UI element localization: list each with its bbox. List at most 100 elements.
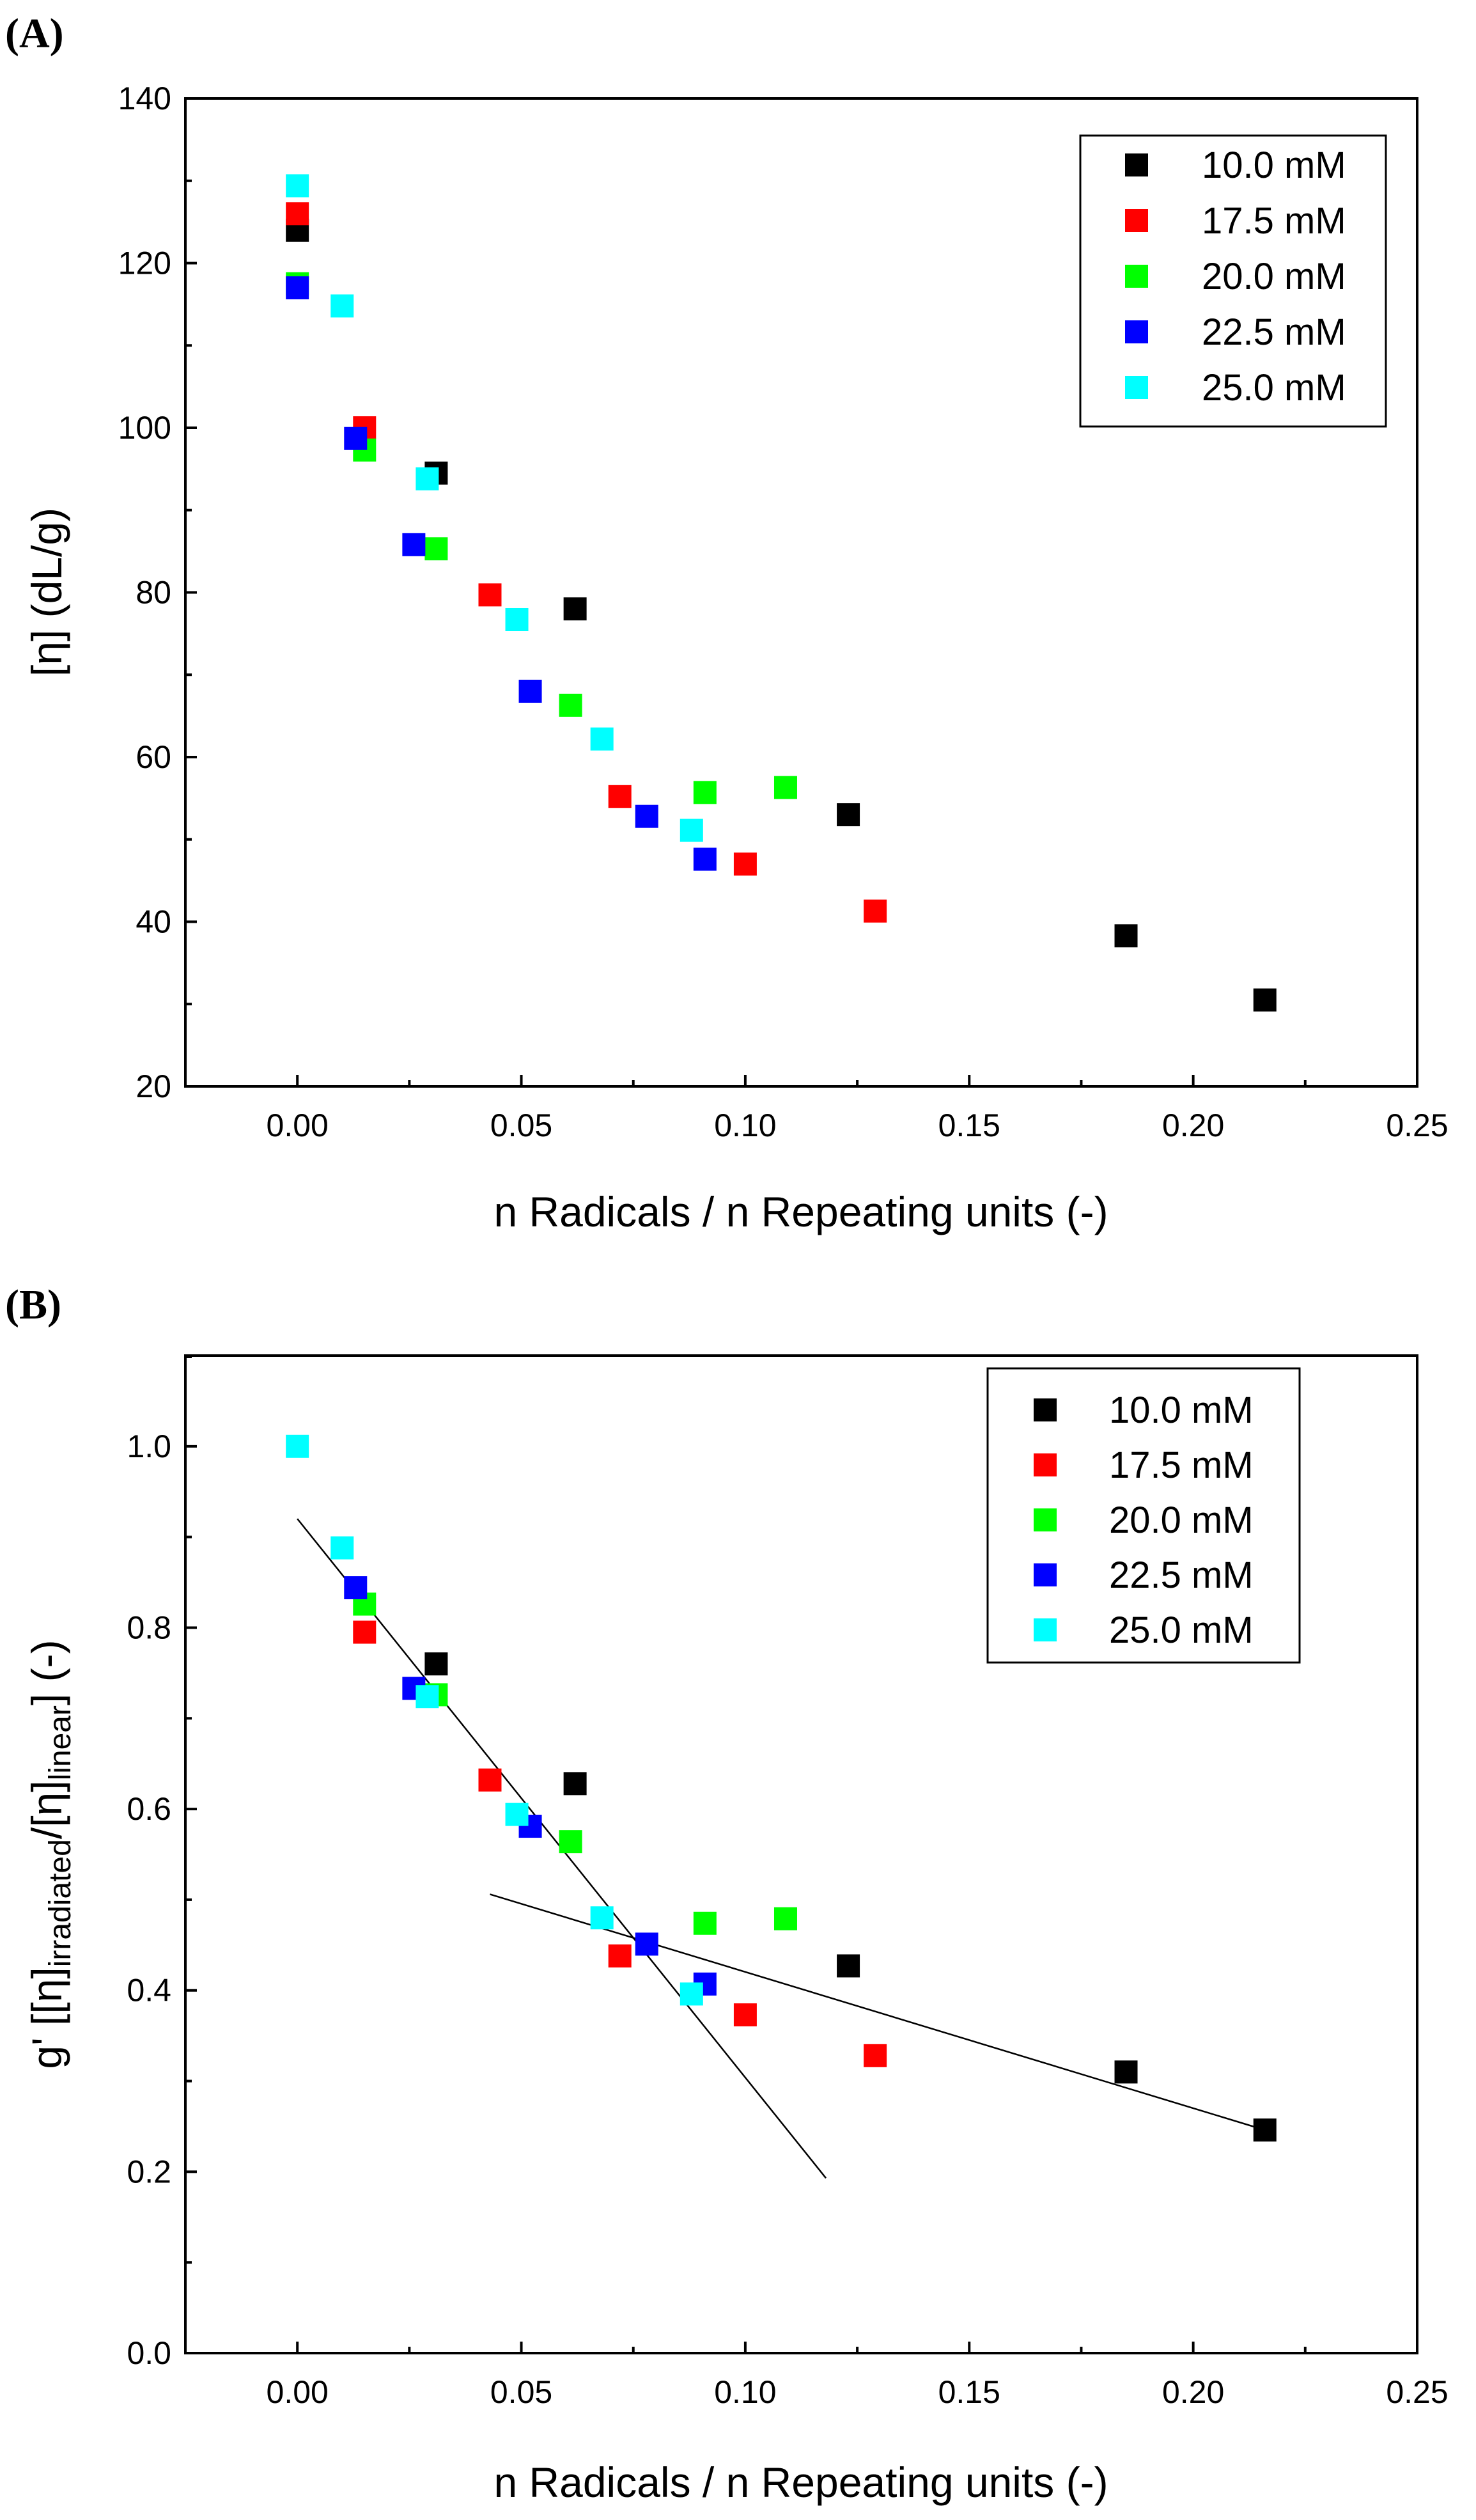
panel-a-legend-label-17-5-mm: 17.5 mM	[1202, 200, 1346, 242]
panel-a-x-tick-label: 0.25	[1386, 1107, 1448, 1143]
panel-b-x-tick-label: 0.15	[938, 2374, 1000, 2410]
panel-a-y-tick-label: 80	[136, 575, 171, 611]
panel-a-legend-marker-17-5-mm	[1125, 209, 1148, 232]
panel-a-point-17-5-mm	[733, 852, 757, 876]
panel-a-x-tick-label: 0.15	[938, 1107, 1000, 1143]
panel-b-y-tick-label: 0.6	[127, 1791, 171, 1827]
panel-b-y-title-sub-linear: linear	[43, 1705, 77, 1780]
panel-a-point-10-0-mm	[1114, 924, 1138, 948]
panel-b-point-10-0-mm	[1253, 2118, 1277, 2142]
panel-a-point-22-5-mm	[635, 804, 658, 828]
panel-b-y-tick-label: 0.2	[127, 2154, 171, 2189]
panel-a-legend-label-22-5-mm: 22.5 mM	[1202, 311, 1346, 353]
panel-a-data-points	[286, 174, 1277, 1012]
panel-a-axes: 0.00 0.05 0.10 0.15 0.20 0.25 20 40 60 80 100 120 14…	[118, 81, 1449, 1143]
panel-b-point-10-0-mm	[424, 1652, 448, 1676]
panel-b-legend-marker-10-0-mm	[1034, 1398, 1057, 1421]
panel-a-y-axis-title: [η] (dL/g)	[23, 508, 70, 677]
panel-b-legend-marker-20-0-mm	[1034, 1508, 1057, 1531]
panel-b-point-10-0-mm	[1114, 2060, 1138, 2084]
panel-b-point-10-0-mm	[837, 1954, 860, 1978]
panel-a-y-tick-label: 120	[118, 246, 171, 281]
panel-a-point-17-5-mm	[864, 899, 887, 923]
panel-a: (A) 0.00 0.05 0.10 0.15 0.20 0.25 20 40 60 80 100 1…	[5, 10, 1449, 1235]
panel-b-point-10-0-mm	[563, 1772, 587, 1796]
panel-b-y-tick-label: 0.4	[127, 1973, 171, 2008]
panel-b-legend-label-20-0-mm: 20.0 mM	[1109, 1499, 1254, 1541]
panel-a-legend-marker-25-0-mm	[1125, 376, 1148, 399]
panel-b-point-17-5-mm	[733, 2003, 757, 2027]
panel-a-point-20-0-mm	[693, 781, 717, 804]
panel-b-y-title-part-1: g' [[η]	[23, 1967, 70, 2069]
panel-a-point-17-5-mm	[286, 202, 309, 226]
panel-a-x-tick-label: 0.00	[267, 1107, 329, 1143]
panel-a-y-tick-label: 20	[136, 1068, 171, 1104]
panel-a-y-tick-label: 140	[118, 81, 171, 116]
panel-b-legend-marker-25-0-mm	[1034, 1618, 1057, 1641]
panel-b-x-tick-label: 0.05	[490, 2374, 552, 2410]
panel-b-legend-label-10-0-mm: 10.0 mM	[1109, 1389, 1254, 1431]
panel-b-y-title-sub-irradiated: irradiated	[43, 1839, 77, 1967]
panel-b-y-title-part-3: ] (-)	[23, 1640, 70, 1705]
panel-a-point-20-0-mm	[424, 537, 448, 561]
panel-b-x-axis-title: n Radicals / n Repeating units (-)	[493, 2459, 1108, 2506]
panel-a-point-22-5-mm	[344, 427, 368, 450]
panel-b-legend-marker-17-5-mm	[1034, 1453, 1057, 1476]
panel-b-y-tick-label: 1.0	[127, 1428, 171, 1464]
panel-b-point-17-5-mm	[864, 2044, 887, 2067]
panel-b-x-tick-label: 0.25	[1386, 2374, 1448, 2410]
panel-b-legend: 10.0 mM 17.5 mM 20.0 mM 22.5 mM 25.0 mM	[986, 1367, 1301, 1664]
panel-a-point-25-0-mm	[680, 818, 703, 842]
panel-b-point-22-5-mm	[344, 1576, 368, 1600]
panel-a-legend-marker-20-0-mm	[1125, 265, 1148, 288]
panel-b-point-22-5-mm	[635, 1932, 658, 1956]
panel-b-point-25-0-mm	[590, 1906, 614, 1930]
panel-a-x-tick-label: 0.20	[1162, 1107, 1224, 1143]
panel-b-legend-label-22-5-mm: 22.5 mM	[1109, 1554, 1254, 1596]
panel-a-point-22-5-mm	[286, 276, 309, 300]
panel-b-point-25-0-mm	[286, 1434, 309, 1458]
panel-b-data-points	[286, 1434, 1277, 2142]
panel-b-x-tick-label: 0.20	[1162, 2374, 1224, 2410]
panel-a-label: (A)	[5, 10, 64, 57]
panel-b-point-20-0-mm	[693, 1911, 717, 1935]
panel-b-point-17-5-mm	[608, 1944, 632, 1968]
panel-b-x-tick-label: 0.10	[714, 2374, 776, 2410]
panel-b-fit-line-2	[490, 1893, 1266, 2131]
panel-a-y-tick-label: 100	[118, 410, 171, 446]
panel-b-y-axis-title: g' [[η]irradiated/[η]linear] (-)	[23, 1640, 77, 2069]
panel-b-point-25-0-mm	[680, 1982, 703, 2006]
panel-a-point-10-0-mm	[837, 803, 860, 827]
panel-a-point-25-0-mm	[505, 607, 529, 631]
panel-b-legend-label-17-5-mm: 17.5 mM	[1109, 1444, 1254, 1486]
panel-b-label: (B)	[5, 1281, 61, 1328]
panel-a-point-22-5-mm	[693, 847, 717, 871]
panel-b-plot-frame	[184, 1354, 1418, 2354]
panel-a-legend-label-25-0-mm: 25.0 mM	[1202, 367, 1346, 409]
panel-a-point-22-5-mm	[402, 533, 426, 556]
panel-a-legend: 10.0 mM 17.5 mM 20.0 mM 22.5 mM 25.0 mM	[1079, 134, 1387, 428]
panel-b-point-25-0-mm	[505, 1803, 529, 1826]
panel-b-legend-label-25-0-mm: 25.0 mM	[1109, 1609, 1254, 1651]
panel-a-legend-marker-22-5-mm	[1125, 320, 1148, 343]
panel-b-point-17-5-mm	[353, 1620, 377, 1644]
panel-a-legend-marker-10-0-mm	[1125, 153, 1148, 176]
panel-a-x-axis-title: n Radicals / n Repeating units (-)	[493, 1188, 1108, 1235]
panel-b-point-20-0-mm	[773, 1907, 797, 1930]
panel-b-point-17-5-mm	[478, 1768, 502, 1792]
panel-a-x-tick-label: 0.05	[490, 1107, 552, 1143]
panel-a-point-17-5-mm	[608, 785, 632, 808]
panel-a-point-10-0-mm	[1253, 988, 1277, 1012]
panel-b-point-25-0-mm	[330, 1536, 354, 1560]
panel-a-point-25-0-mm	[330, 294, 354, 318]
panel-a-point-17-5-mm	[478, 583, 502, 607]
panel-a-point-20-0-mm	[559, 693, 582, 717]
panel-b-y-tick-label: 0.0	[127, 2335, 171, 2371]
panel-b-x-tick-label: 0.00	[267, 2374, 329, 2410]
panel-a-point-22-5-mm	[518, 680, 542, 703]
panel-b-y-tick-label: 0.8	[127, 1609, 171, 1645]
panel-a-legend-label-10-0-mm: 10.0 mM	[1202, 145, 1346, 186]
panel-b-point-20-0-mm	[559, 1830, 582, 1854]
panel-a-legend-label-20-0-mm: 20.0 mM	[1202, 256, 1346, 297]
